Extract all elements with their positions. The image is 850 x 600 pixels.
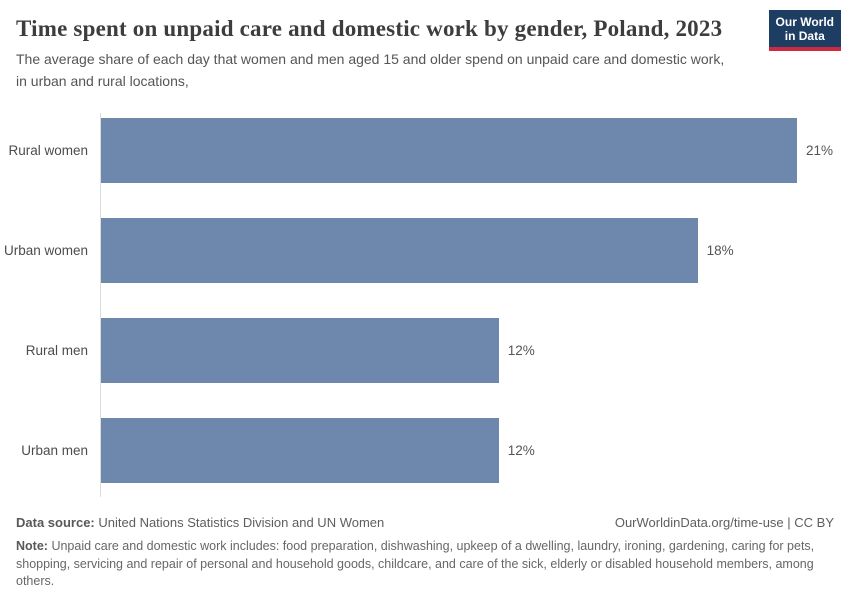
bar-row: Rural women 21% [0, 100, 850, 200]
page-title: Time spent on unpaid care and domestic w… [16, 16, 723, 41]
data-source: Data source: United Nations Statistics D… [16, 515, 384, 530]
value-label: 18% [706, 242, 734, 258]
bar-track: 12% [95, 317, 850, 383]
bar[interactable] [101, 417, 499, 483]
bar[interactable] [101, 317, 499, 383]
bar-track: 21% [95, 117, 850, 183]
owid-logo: Our World in Data [768, 10, 841, 51]
category-label: Rural women [8, 142, 88, 158]
bar-chart: Rural women 21% Urban women 18% Rural men 12%… [0, 100, 850, 500]
note-label: Note: [16, 539, 48, 553]
footer-source-row: Data source: United Nations Statistics D… [16, 515, 834, 530]
category-label: Rural men [25, 342, 88, 358]
chart-subtitle: The average share of each day that women… [16, 51, 725, 89]
bar-track: 18% [95, 217, 850, 283]
value-label: 12% [507, 342, 535, 358]
owid-logo-line2: in Data [784, 29, 825, 43]
value-label: 21% [806, 142, 834, 158]
data-source-text: United Nations Statistics Division and U… [98, 515, 385, 530]
chart-note: Note: Unpaid care and domestic work incl… [16, 538, 834, 591]
y-axis-line [100, 113, 101, 497]
bar-row: Urban men 12% [0, 400, 850, 500]
bar-row: Urban women 18% [0, 200, 850, 300]
owid-logo-line1: Our World [775, 15, 834, 29]
attribution-link[interactable]: OurWorldinData.org/time-use | CC BY [614, 515, 834, 530]
bar[interactable] [101, 117, 797, 183]
bar[interactable] [101, 217, 698, 283]
category-label: Urban women [3, 242, 88, 258]
note-text: Unpaid care and domestic work includes: … [16, 539, 815, 588]
bar-rows: Rural women 21% Urban women 18% Rural men 12%… [0, 100, 850, 500]
category-label: Urban men [21, 442, 88, 458]
data-source-label: Data source: [16, 515, 95, 530]
value-label: 12% [507, 442, 535, 458]
bar-row: Rural men 12% [0, 300, 850, 400]
bar-track: 12% [95, 417, 850, 483]
